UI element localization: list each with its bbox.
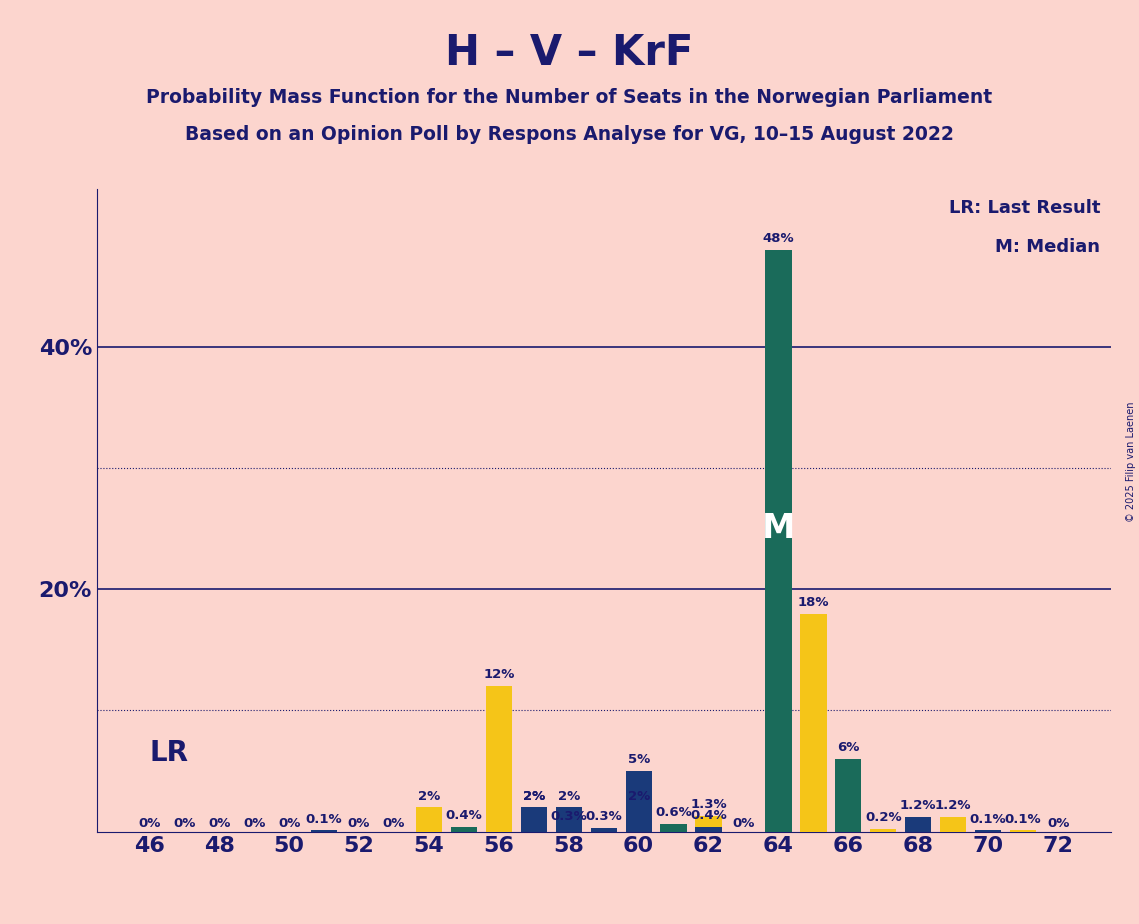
Text: 0%: 0% <box>138 817 161 830</box>
Text: 0.1%: 0.1% <box>1005 812 1041 825</box>
Text: 1.2%: 1.2% <box>900 799 936 812</box>
Bar <box>696 827 722 832</box>
Text: 0%: 0% <box>383 817 405 830</box>
Bar <box>521 808 547 832</box>
Text: Probability Mass Function for the Number of Seats in the Norwegian Parliament: Probability Mass Function for the Number… <box>147 88 992 107</box>
Text: 12%: 12% <box>483 668 515 681</box>
Text: 0%: 0% <box>278 817 301 830</box>
Bar <box>801 614 827 832</box>
Text: 18%: 18% <box>797 596 829 609</box>
Bar <box>416 808 442 832</box>
Text: 0.1%: 0.1% <box>305 812 343 825</box>
Bar <box>696 816 722 832</box>
Bar <box>835 759 861 832</box>
Bar <box>556 828 582 832</box>
Bar <box>906 817 932 832</box>
Text: M: M <box>762 512 795 545</box>
Bar <box>485 687 511 832</box>
Text: M: Median: M: Median <box>995 237 1100 256</box>
Text: 2%: 2% <box>523 789 544 803</box>
Bar <box>311 831 337 832</box>
Text: 2%: 2% <box>418 789 440 803</box>
Text: 1.2%: 1.2% <box>935 799 972 812</box>
Bar <box>765 250 792 832</box>
Text: 0%: 0% <box>732 817 755 830</box>
Text: 0.1%: 0.1% <box>970 812 1007 825</box>
Bar <box>870 829 896 832</box>
Text: H – V – KrF: H – V – KrF <box>445 32 694 74</box>
Bar <box>451 827 477 832</box>
Text: 0%: 0% <box>243 817 265 830</box>
Bar <box>661 824 687 832</box>
Text: 0.2%: 0.2% <box>865 811 902 824</box>
Text: 0%: 0% <box>173 817 196 830</box>
Bar <box>590 828 617 832</box>
Text: 5%: 5% <box>628 753 649 766</box>
Bar <box>975 831 1001 832</box>
Bar <box>1010 831 1036 832</box>
Text: 2%: 2% <box>523 789 544 803</box>
Bar <box>940 817 966 832</box>
Text: 1.3%: 1.3% <box>690 798 727 811</box>
Text: 2%: 2% <box>628 789 649 803</box>
Text: 0%: 0% <box>347 817 370 830</box>
Bar <box>556 808 582 832</box>
Text: 0%: 0% <box>1047 817 1070 830</box>
Text: 0.4%: 0.4% <box>690 808 727 822</box>
Bar <box>625 771 652 832</box>
Text: © 2025 Filip van Laenen: © 2025 Filip van Laenen <box>1126 402 1136 522</box>
Text: 0.3%: 0.3% <box>585 810 622 823</box>
Text: 2%: 2% <box>558 789 580 803</box>
Text: 0.6%: 0.6% <box>655 807 693 820</box>
Text: LR: Last Result: LR: Last Result <box>949 199 1100 217</box>
Text: 0%: 0% <box>208 817 230 830</box>
Text: Based on an Opinion Poll by Respons Analyse for VG, 10–15 August 2022: Based on an Opinion Poll by Respons Anal… <box>185 125 954 144</box>
Text: 6%: 6% <box>837 741 860 754</box>
Text: 0.3%: 0.3% <box>550 810 587 823</box>
Text: LR: LR <box>149 739 188 767</box>
Bar <box>521 808 547 832</box>
Text: 48%: 48% <box>763 232 794 245</box>
Text: 0.4%: 0.4% <box>445 808 482 822</box>
Bar <box>625 808 652 832</box>
